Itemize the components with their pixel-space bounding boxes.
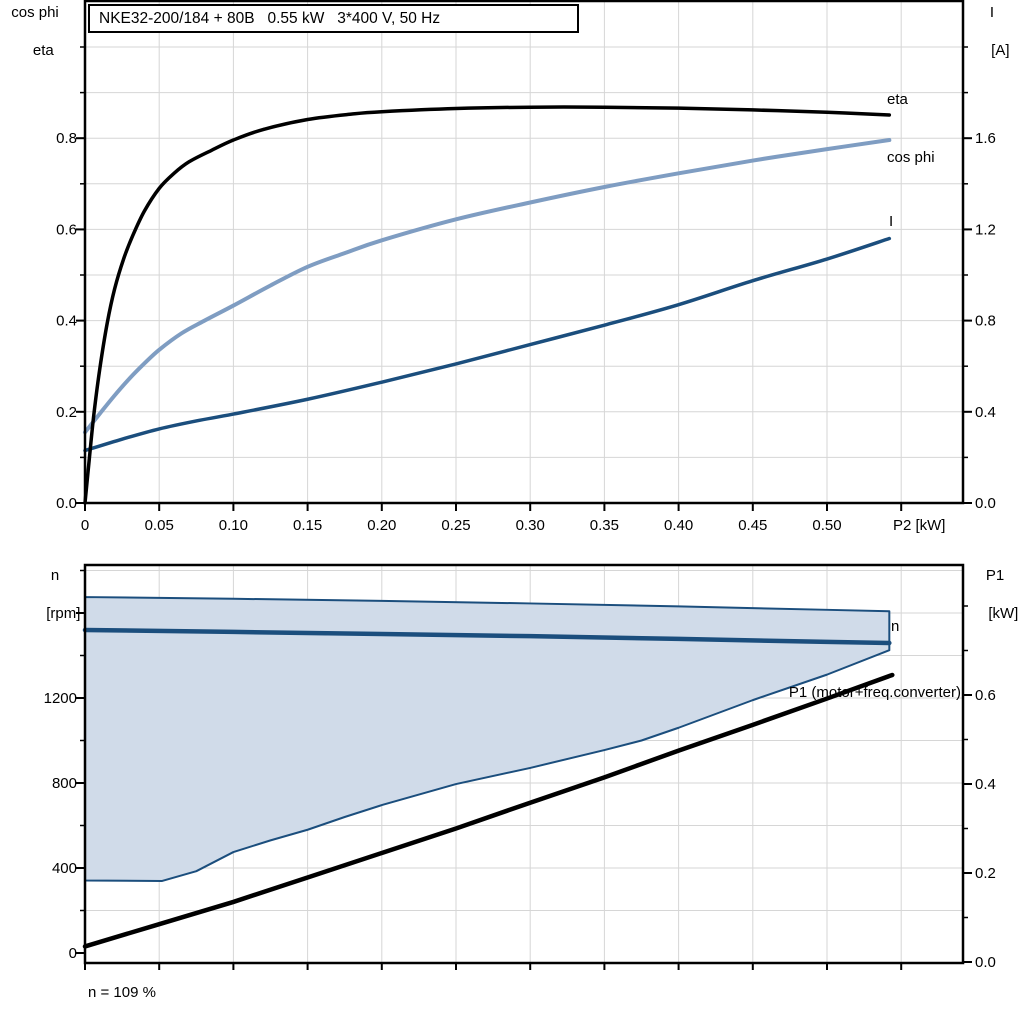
y-left-tick-label: 800	[52, 775, 77, 792]
y-left-tick-label: 1200	[44, 690, 77, 707]
x-tick-label: 0.35	[590, 517, 619, 534]
y-right-tick-label: 0.4	[975, 404, 996, 421]
axis-label-rpm-unit: [rpm]	[46, 605, 81, 622]
y-left-tick-label: 0.8	[56, 130, 77, 147]
chart-title-box: NKE32-200/184 + 80B 0.55 kW 3*400 V, 50 …	[88, 4, 579, 33]
axis-label-P1: P1	[985, 567, 1005, 584]
x-tick-label: 0.25	[441, 517, 470, 534]
bottom-plot-frame	[83, 563, 965, 965]
axis-label-cos-phi: cos phi	[11, 4, 59, 21]
x-tick-label: 0.05	[145, 517, 174, 534]
y-left-tick-label: 0.6	[56, 221, 77, 238]
y-right-tick-label: 1.6	[975, 130, 996, 147]
axis-label-n: n	[50, 567, 60, 584]
curve-i	[83, 236, 892, 453]
axis-label-I: I	[989, 4, 995, 21]
speed-operating-envelope	[84, 596, 891, 882]
left-axis-label-cosphi-eta: cos phi eta	[4, 3, 66, 60]
x-tick-label: 0.50	[812, 517, 841, 534]
right-axis-label-current: I [A]	[969, 3, 1015, 60]
axis-label-A-unit: [A]	[991, 42, 1010, 59]
y-right-tick-label: 0.6	[975, 687, 996, 704]
y-right-tick-label: 0.0	[975, 495, 996, 512]
y-left-tick-label: 0	[69, 945, 77, 962]
y-right-tick-label: 0.4	[975, 776, 996, 793]
curve-cos-phi	[83, 138, 892, 435]
y-left-tick-label: 0.0	[56, 495, 77, 512]
x-tick-label: 0.15	[293, 517, 322, 534]
y-left-tick-label: 0.4	[56, 313, 77, 330]
y-right-tick-label: 1.2	[975, 221, 996, 238]
curve-n	[82, 627, 892, 646]
right-axis-label-power: P1 [kW]	[970, 566, 1020, 623]
y-right-tick-label: 0.0	[975, 954, 996, 971]
x-axis-unit-label: P2 [kW]	[893, 517, 946, 534]
curve-label-n: n	[891, 618, 899, 635]
top-plot-frame	[83, 0, 965, 505]
axis-label-kW-unit: [kW]	[988, 605, 1019, 622]
y-left-tick-label: 400	[52, 860, 77, 877]
curve-label-p1-motor-freq-converter-: P1 (motor+freq.converter)	[789, 684, 961, 701]
speed-percent-note: n = 109 %	[88, 984, 156, 1001]
y-left-tick-label: 0.2	[56, 404, 77, 421]
y-right-tick-label: 0.8	[975, 313, 996, 330]
motor-efficiency-chart: 0 0.05 0.10 0.15 0.20 0.25 0.30 0.35 0.40 0.45 0.5…	[56, 0, 996, 534]
curve-p1-motor-freq-converter-	[82, 672, 895, 949]
curve-label-cos-phi: cos phi	[887, 149, 935, 166]
speed-power-chart: 0 400 800 1200 0.0 0.2 0.4 0.6 n P1 (motor+freq.c…	[44, 563, 996, 971]
y-right-tick-label: 0.2	[975, 865, 996, 882]
curve-label-I: I	[889, 213, 893, 230]
x-tick-label: 0.40	[664, 517, 693, 534]
x-tick-label: 0.20	[367, 517, 396, 534]
x-tick-label: 0	[81, 517, 89, 534]
x-tick-label: 0.45	[738, 517, 767, 534]
x-tick-label: 0.10	[219, 517, 248, 534]
curve-label-eta: eta	[887, 91, 909, 108]
curve-eta	[83, 105, 892, 505]
left-axis-label-speed: n [rpm]	[26, 566, 84, 623]
x-tick-label: 0.30	[516, 517, 545, 534]
axis-label-eta: eta	[32, 42, 54, 59]
